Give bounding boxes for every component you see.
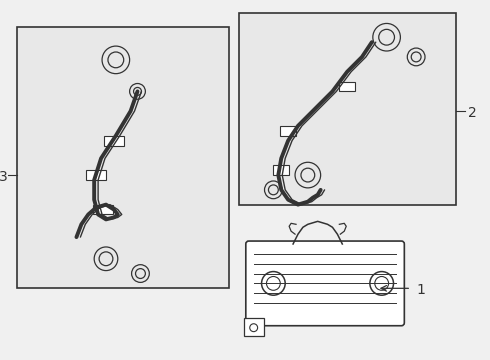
Bar xyxy=(244,318,264,336)
Text: 1: 1 xyxy=(416,283,425,297)
Circle shape xyxy=(370,271,393,295)
Bar xyxy=(86,170,106,180)
Bar xyxy=(280,126,296,136)
Bar xyxy=(104,136,123,145)
Circle shape xyxy=(267,276,280,290)
Text: 2: 2 xyxy=(468,106,477,120)
Bar xyxy=(93,204,113,215)
FancyBboxPatch shape xyxy=(17,27,229,288)
Bar xyxy=(340,81,355,91)
Text: 3: 3 xyxy=(0,170,7,184)
Circle shape xyxy=(262,271,285,295)
FancyBboxPatch shape xyxy=(239,13,456,204)
FancyBboxPatch shape xyxy=(246,241,404,326)
Circle shape xyxy=(375,276,389,290)
Bar xyxy=(273,165,289,175)
